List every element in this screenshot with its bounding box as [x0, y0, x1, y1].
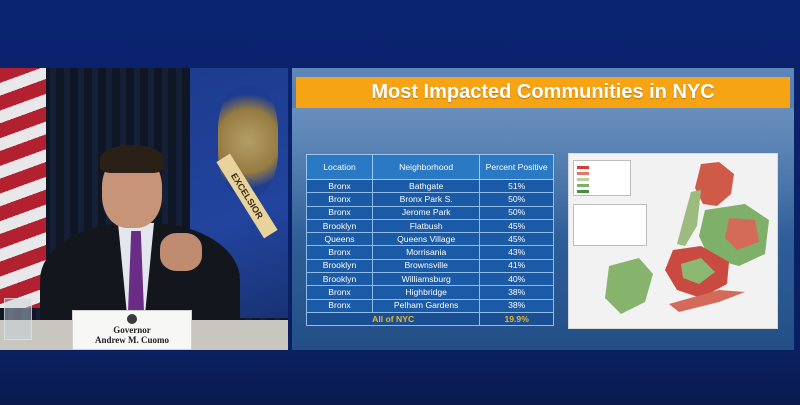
cell-percent: 45%	[479, 232, 554, 247]
cell-percent: 38%	[479, 285, 554, 300]
cell-neighborhood: Williamsburg	[372, 272, 481, 287]
cell-location: Bronx	[305, 192, 374, 207]
total-label: All of NYC	[305, 311, 481, 327]
map-queens-hotspot	[725, 218, 759, 250]
slide-title: Most Impacted Communities in NYC	[296, 77, 790, 108]
table-row: Bronx Bathgate 51%	[305, 178, 554, 194]
nyc-borough-map	[605, 162, 769, 314]
map-brooklyn-low	[681, 258, 715, 284]
cell-neighborhood: Jerome Park	[372, 205, 481, 220]
water-glass-image	[4, 298, 32, 340]
cell-location: Bronx	[305, 245, 374, 260]
table-row: Brooklyn Williamsburg 40%	[305, 272, 554, 287]
table-total-row: All of NYC 19.9%	[305, 311, 554, 327]
map-manhattan	[677, 190, 701, 246]
nyc-map-panel	[568, 153, 778, 329]
table-row: Bronx Jerome Park 50%	[305, 205, 554, 220]
cell-percent: 38%	[479, 298, 554, 313]
map-legend-top	[573, 160, 631, 196]
cell-percent: 45%	[479, 218, 554, 234]
cell-location: Bronx	[305, 298, 374, 313]
table-row: Bronx Morrisania 43%	[305, 245, 554, 260]
cell-percent: 50%	[479, 205, 554, 220]
cell-location: Bronx	[305, 205, 374, 220]
table-row: Bronx Bronx Park S. 50%	[305, 192, 554, 207]
positivity-table: Location Neighborhood Percent Positive B…	[305, 154, 554, 327]
hair-shape	[100, 145, 164, 173]
nameplate-name: Andrew M. Cuomo	[94, 335, 170, 345]
speaker-figure	[40, 113, 240, 350]
map-rockaway	[669, 290, 745, 312]
cell-location: Bronx	[305, 285, 374, 300]
table-row: Bronx Pelham Gardens 38%	[305, 298, 554, 313]
cell-percent: 41%	[479, 258, 554, 274]
presentation-slide: Most Impacted Communities in NYC Locatio…	[292, 68, 794, 350]
cell-neighborhood: Highbridge	[372, 285, 481, 300]
bottom-band	[0, 350, 800, 405]
legend-swatch	[577, 190, 589, 193]
cell-location: Brooklyn	[305, 218, 374, 234]
column-header-percent-text: Percent Positive	[485, 161, 548, 172]
table-row: Bronx Highbridge 38%	[305, 285, 554, 300]
column-header-percent: Percent Positive	[479, 154, 554, 180]
column-header-neighborhood: Neighborhood	[372, 154, 481, 180]
total-percent: 19.9%	[479, 311, 554, 327]
legend-swatch	[577, 184, 589, 187]
cell-location: Brooklyn	[305, 258, 374, 274]
cell-neighborhood: Flatbush	[372, 218, 481, 234]
cell-neighborhood: Pelham Gardens	[372, 298, 481, 313]
cell-neighborhood: Queens Village	[372, 232, 481, 247]
cell-percent: 50%	[479, 192, 554, 207]
cell-percent: 51%	[479, 178, 554, 194]
map-legend-bottom	[573, 204, 647, 246]
table-header-row: Location Neighborhood Percent Positive	[305, 154, 554, 180]
cell-location: Brooklyn	[305, 272, 374, 287]
state-emblem-icon	[127, 314, 137, 324]
cell-location: Queens	[305, 232, 374, 247]
cell-neighborhood: Brownsville	[372, 258, 481, 274]
nameplate: Governor Andrew M. Cuomo	[72, 310, 192, 350]
cell-neighborhood: Bronx Park S.	[372, 192, 481, 207]
tie-shape	[128, 231, 144, 326]
cell-location: Bronx	[305, 178, 374, 194]
table-row: Brooklyn Flatbush 45%	[305, 218, 554, 234]
legend-swatch	[577, 166, 589, 169]
legend-swatch	[577, 178, 589, 181]
table-row: Queens Queens Village 45%	[305, 232, 554, 247]
map-bronx	[695, 162, 734, 206]
cell-neighborhood: Morrisania	[372, 245, 481, 260]
map-staten-island	[605, 258, 653, 314]
us-flag-image	[0, 68, 46, 308]
column-header-location: Location	[305, 154, 374, 180]
nameplate-title: Governor	[113, 325, 151, 335]
cell-percent: 40%	[479, 272, 554, 287]
table-row: Brooklyn Brownsville 41%	[305, 258, 554, 274]
legend-swatch	[577, 172, 589, 175]
table-body: Bronx Bathgate 51% Bronx Bronx Park S. 50% Bro…	[305, 178, 554, 327]
video-feed: EXCELSIOR Governor Andrew M. Cuomo	[0, 68, 288, 350]
hand-shape	[160, 233, 202, 271]
cell-percent: 43%	[479, 245, 554, 260]
cell-neighborhood: Bathgate	[372, 178, 481, 194]
